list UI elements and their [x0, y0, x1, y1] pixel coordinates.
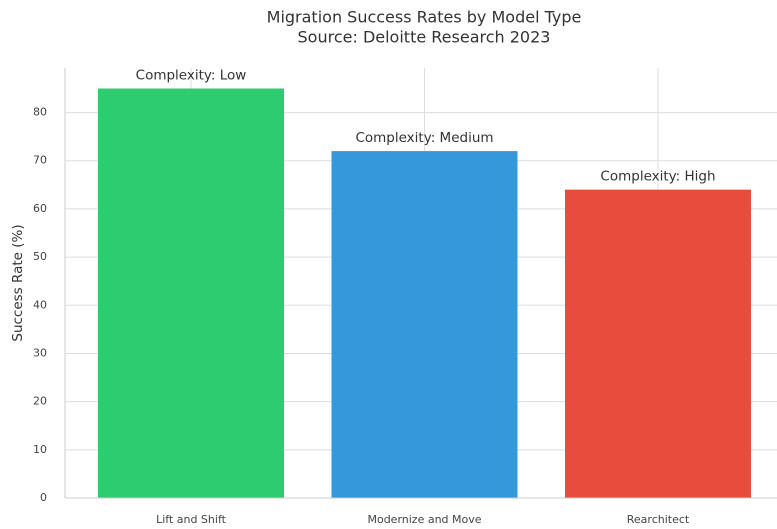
bar-annotation: Complexity: High: [600, 169, 715, 185]
y-tick-label: 80: [33, 106, 47, 119]
bar-annotation: Complexity: Medium: [355, 130, 493, 146]
labels: 0 10 20 30 40 50 60 70 80 Lift and Shift Complexit…: [33, 67, 716, 526]
bar: [331, 151, 518, 498]
y-tick-label: 70: [33, 154, 47, 167]
chart-subtitle: Source: Deloitte Research 2023: [298, 28, 551, 47]
y-tick-label: 10: [33, 443, 47, 456]
y-tick-label: 40: [33, 298, 47, 311]
x-tick-label: Lift and Shift: [156, 513, 227, 526]
bar: [565, 189, 751, 499]
y-tick-label: 0: [40, 491, 47, 504]
chart-title: Migration Success Rates by Model Type: [267, 8, 582, 27]
y-tick-label: 60: [33, 202, 47, 215]
bar: [98, 88, 284, 498]
y-axis-label: Success Rate (%): [10, 224, 26, 341]
y-tick-label: 20: [33, 395, 47, 408]
y-tick-label: 50: [33, 250, 47, 263]
bars: [98, 88, 751, 499]
x-tick-label: Modernize and Move: [367, 513, 481, 526]
y-tick-label: 30: [33, 346, 47, 359]
x-tick-label: Rearchitect: [627, 513, 690, 526]
bar-annotation: Complexity: Low: [136, 67, 247, 83]
